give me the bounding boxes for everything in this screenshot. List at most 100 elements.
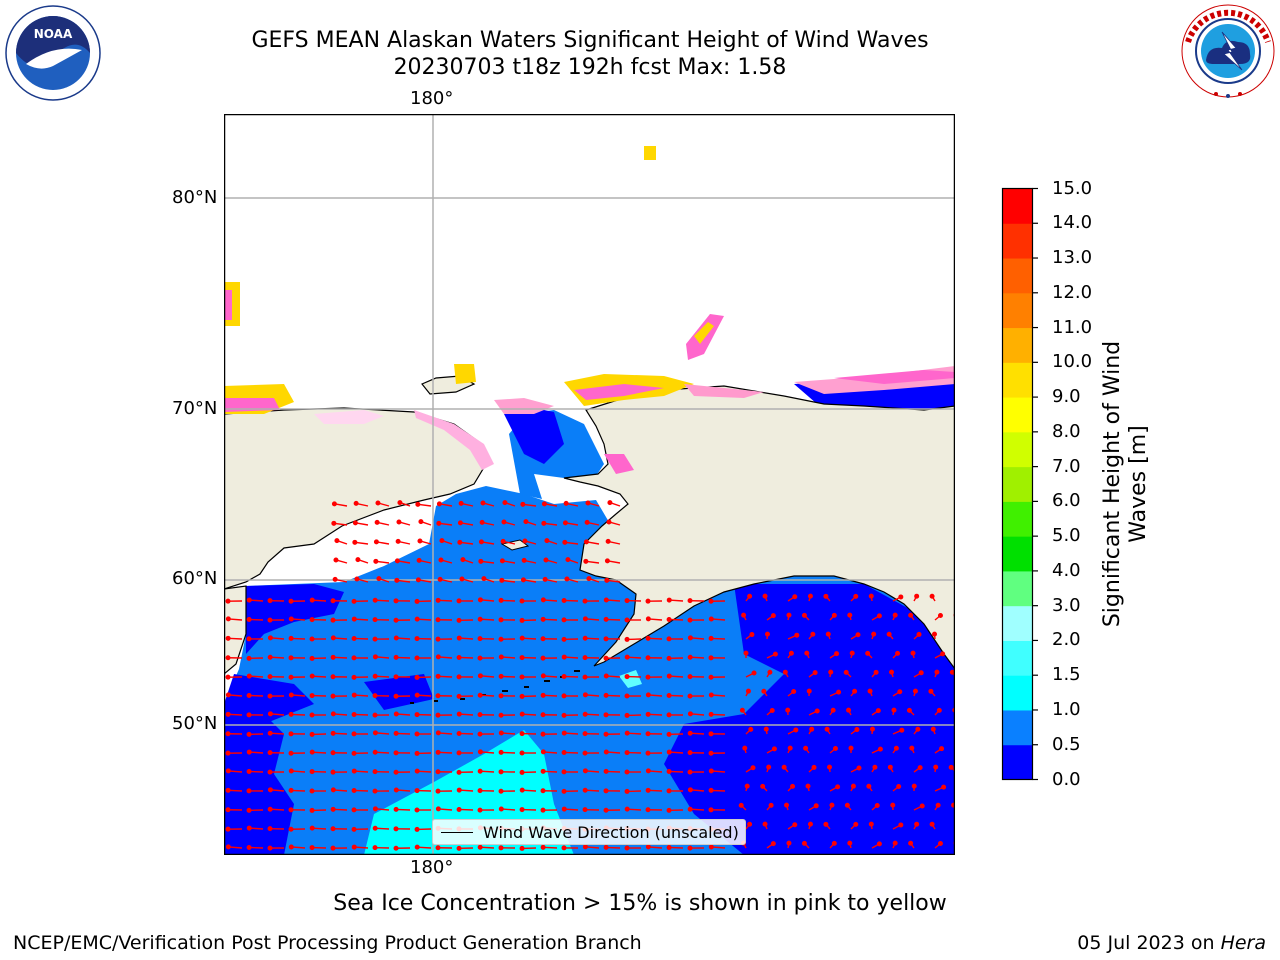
colorbar-band — [1002, 292, 1033, 329]
wind-arrow-head — [889, 669, 895, 675]
wind-arrow-head — [540, 616, 546, 622]
wind-arrow-head — [246, 692, 252, 698]
wind-arrow-head — [456, 693, 462, 699]
wind-arrow-head — [767, 669, 773, 675]
wind-arrow-head — [770, 613, 776, 619]
wind-arrow-head — [225, 731, 231, 737]
wind-arrow-head — [666, 731, 672, 737]
wind-arrow-head — [540, 692, 546, 698]
wind-arrow-head — [267, 674, 273, 680]
wind-arrow-head — [477, 616, 483, 622]
wind-arrow-head — [498, 636, 504, 642]
wind-arrow-head — [687, 845, 693, 851]
wind-arrow-head — [766, 764, 772, 770]
wind-arrow-head — [932, 631, 938, 637]
colorbar-tick-label: 10.0 — [1052, 351, 1093, 373]
wind-arrow-head — [603, 655, 609, 661]
wind-arrow-head — [769, 707, 775, 713]
wind-arrow-head — [896, 784, 902, 790]
wind-arrow-head — [764, 631, 770, 637]
wind-arrow-head — [666, 844, 672, 850]
wind-arrow-head — [937, 840, 943, 846]
wind-arrow-head — [747, 821, 753, 827]
colorbar-band — [1002, 466, 1033, 502]
wind-arrow-head — [790, 783, 796, 789]
wind-arrow-head — [372, 730, 378, 736]
wind-arrow-head — [457, 539, 463, 545]
wind-arrow-head — [583, 539, 589, 545]
wind-arrow-head — [246, 749, 252, 755]
wind-arrow-head — [459, 576, 465, 582]
wind-arrow-head — [624, 674, 630, 680]
wind-arrow-head — [687, 654, 693, 660]
wind-arrow-head — [330, 674, 336, 680]
wind-arrow-head — [498, 654, 504, 660]
wind-arrow-head — [501, 519, 507, 525]
map-frame — [224, 114, 955, 855]
wind-arrow-head — [393, 635, 399, 641]
wind-arrow-head — [393, 598, 399, 604]
wind-arrow-head — [791, 689, 797, 695]
footer-date: 05 Jul 2023 on Hera — [1077, 932, 1266, 954]
wind-arrow-head — [330, 598, 336, 604]
colorbar-band — [1002, 327, 1033, 363]
wind-arrow-head — [288, 787, 294, 793]
wind-arrow-head — [246, 655, 252, 661]
wind-arrow-head — [334, 538, 340, 544]
wind-arrow-head — [267, 598, 273, 604]
wind-arrow-head — [519, 693, 525, 699]
wind-arrow-head — [844, 802, 850, 808]
wind-arrow-head — [541, 520, 547, 526]
wind-arrow-head — [750, 765, 756, 771]
wind-arrow-head — [246, 597, 252, 603]
wind-arrow-head — [898, 822, 904, 828]
wind-arrow-head — [498, 617, 504, 623]
wind-arrow-head — [804, 650, 810, 656]
wind-arrow-head — [762, 593, 768, 599]
wind-arrow-head — [393, 674, 399, 680]
wind-arrow-head — [748, 726, 754, 732]
colorbar-band — [1002, 605, 1033, 641]
colorbar-tick-label: 2.0 — [1052, 629, 1081, 651]
wind-arrow-head — [393, 711, 399, 717]
wind-arrow-head — [330, 845, 336, 851]
wind-arrow-head — [582, 768, 588, 774]
colorbar-band — [1002, 640, 1033, 676]
wind-arrow-head — [330, 635, 336, 641]
wind-arrow-head — [541, 501, 547, 507]
wind-arrow-head — [806, 688, 812, 694]
lat-tick-80n: 80°N — [172, 187, 218, 208]
colorbar-label: Significant Height of Wind Waves [m] — [1100, 340, 1151, 628]
wind-arrow-head — [540, 731, 546, 737]
wind-arrow-head — [373, 539, 379, 545]
wind-arrow-head — [519, 750, 525, 756]
wind-arrow-head — [225, 844, 231, 850]
wind-arrow-head — [414, 692, 420, 698]
wind-arrow-head — [771, 746, 777, 752]
wind-arrow-head — [564, 576, 570, 582]
wind-arrow-head — [940, 651, 946, 657]
wind-arrow-head — [397, 500, 403, 506]
wind-arrow-head — [868, 593, 874, 599]
wind-arrow-head — [891, 707, 897, 713]
wind-arrow-head — [309, 825, 315, 831]
wind-arrow-head — [584, 519, 590, 525]
wind-arrow-head — [352, 539, 358, 545]
wind-arrow-head — [477, 712, 483, 718]
wind-arrow-head — [865, 650, 871, 656]
wind-arrow-head — [561, 788, 567, 794]
footer-date-text: 05 Jul 2023 on — [1077, 932, 1221, 954]
wind-arrow-head — [498, 788, 504, 794]
wind-arrow-head — [914, 821, 920, 827]
wind-arrow-head — [481, 576, 487, 582]
wind-arrow-head — [624, 617, 630, 623]
wind-arrow-head — [394, 577, 400, 583]
wind-arrow-head — [330, 769, 336, 775]
wind-arrow-head — [435, 597, 441, 603]
wind-arrow-head — [916, 631, 922, 637]
colorbar-tick-label: 15.0 — [1052, 177, 1093, 199]
wind-arrow-head — [824, 726, 830, 732]
wind-arrow-head — [288, 674, 294, 680]
wind-arrow-head — [477, 788, 483, 794]
wind-arrow-head — [393, 654, 399, 660]
